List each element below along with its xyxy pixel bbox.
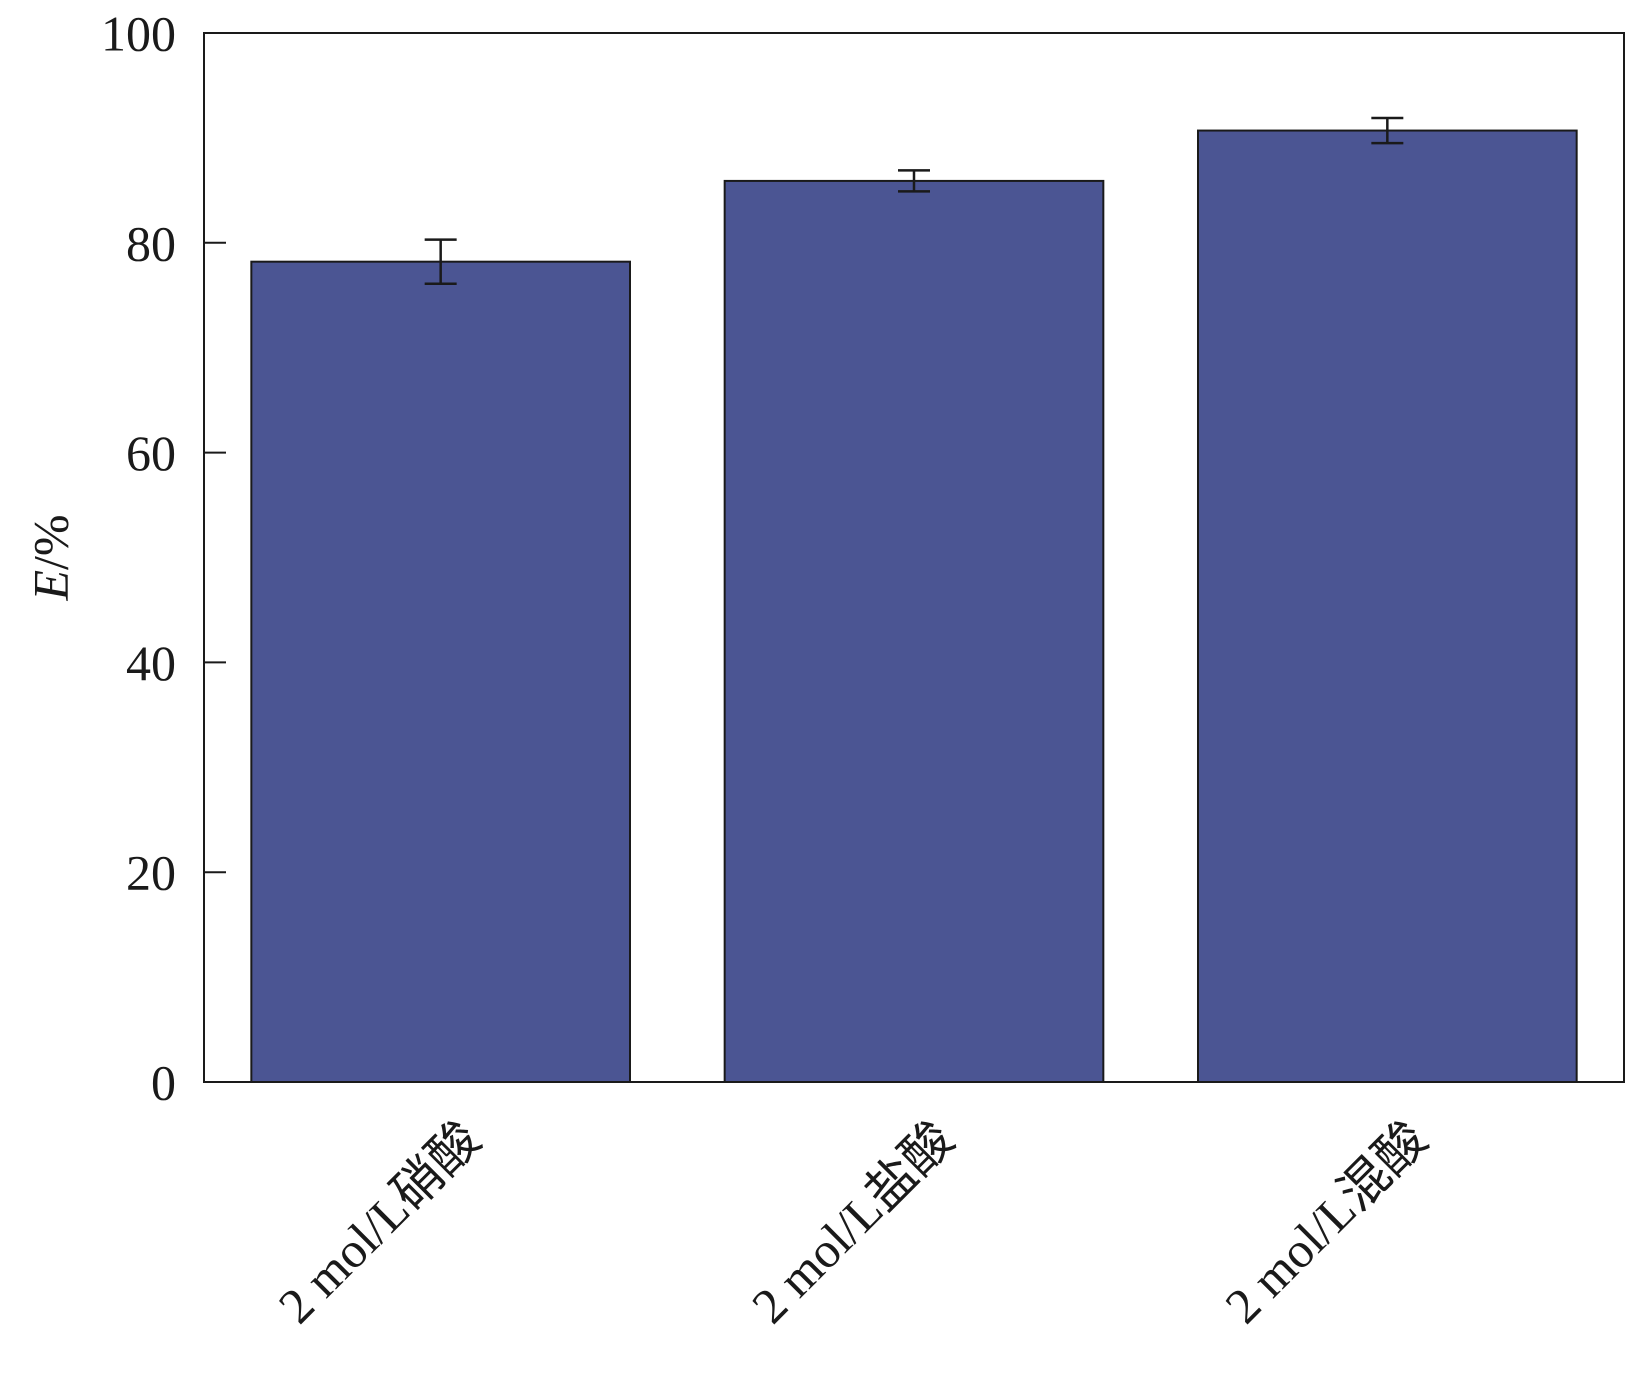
bar-0 [250, 260, 631, 1083]
y-axis-title: E/% [23, 514, 79, 601]
y-tick-label-1: 20 [126, 845, 176, 901]
x-axis-labels: 2 mol/L硝酸 2 mol/L盐酸 2 mol/L混酸 [268, 1111, 1438, 1334]
y-tick-label-4: 80 [126, 215, 176, 271]
error-bar-2 [1371, 116, 1404, 145]
y-tick-label-0: 0 [151, 1055, 176, 1111]
y-axis: 0 20 40 60 80 100 [101, 6, 226, 1111]
bar-1 [723, 179, 1105, 1083]
y-tick-label-2: 40 [126, 635, 176, 691]
y-tick-label-3: 60 [126, 425, 176, 481]
x-tick-label-2: 2 mol/L混酸 [1214, 1111, 1437, 1334]
bar-2 [1197, 129, 1578, 1083]
x-tick-label-0: 2 mol/L硝酸 [268, 1111, 491, 1334]
bars-group [250, 129, 1578, 1083]
y-axis-title-symbol: E [23, 570, 79, 602]
y-axis-title-unit: /% [23, 514, 79, 570]
plot-frame [203, 32, 1625, 1083]
x-tick-label-1: 2 mol/L盐酸 [741, 1111, 964, 1334]
error-bar-1 [898, 169, 930, 193]
error-bars-group [424, 116, 1404, 285]
y-tick-label-5: 100 [101, 6, 176, 62]
error-bar-0 [424, 238, 457, 285]
